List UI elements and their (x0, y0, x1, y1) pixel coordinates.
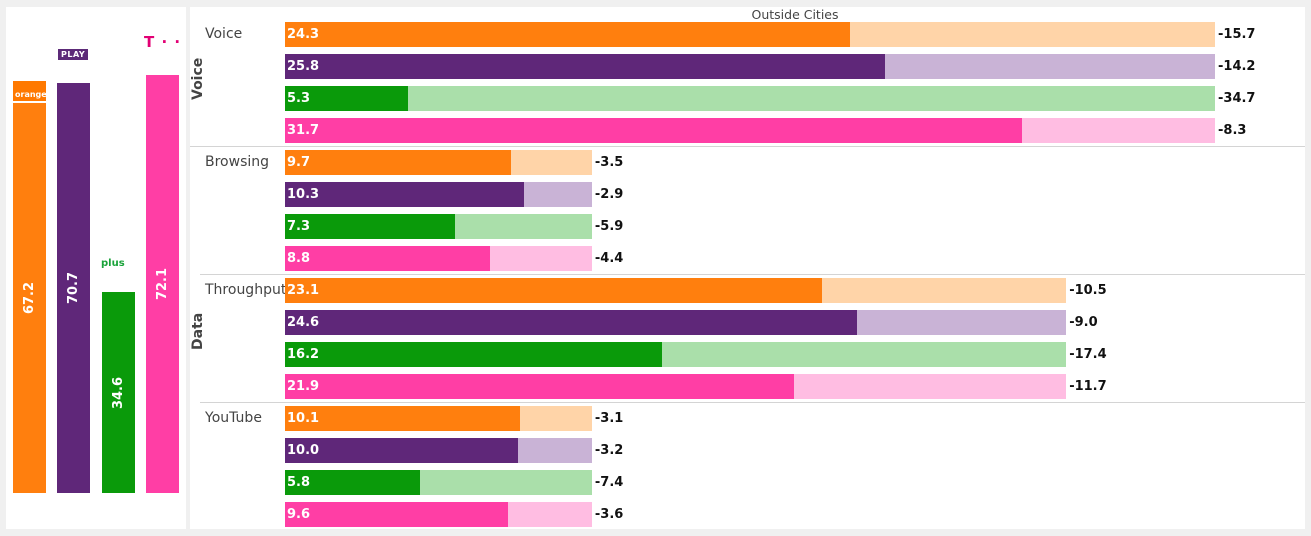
gap-label: -17.4 (1069, 347, 1107, 362)
value-bar: 23.1 (285, 278, 823, 303)
value-label: 23.1 (287, 283, 320, 298)
group-label-data: Data (190, 312, 206, 350)
value-label: 24.3 (287, 27, 320, 42)
gap-label: -4.4 (594, 251, 624, 266)
value-bar: 31.7 (285, 118, 1023, 143)
value-label: 10.0 (287, 443, 320, 458)
value-bar: 5.3 (285, 86, 409, 111)
gap-label: -8.3 (1218, 123, 1247, 138)
value-label: 5.3 (287, 91, 311, 106)
value-label: 21.9 (287, 379, 320, 394)
metric-label: Throughput (205, 282, 287, 298)
plus-logo: plus (101, 258, 125, 270)
gap-label: -34.7 (1218, 91, 1256, 106)
value-bar: 5.8 (285, 470, 420, 495)
gap-label: -15.7 (1218, 27, 1256, 42)
play-logo: PLAY (58, 49, 89, 61)
gap-label: -7.4 (594, 475, 624, 490)
operator-score-label: 72.1 (155, 267, 170, 301)
value-label: 9.7 (287, 155, 311, 170)
section-divider (200, 402, 1305, 403)
value-bar: 10.0 (285, 438, 518, 463)
value-label: 10.3 (287, 187, 320, 202)
gap-label: -11.7 (1069, 379, 1107, 394)
operator-bar: 34.6 (102, 292, 135, 493)
operator-score-label: 70.7 (66, 272, 81, 305)
chart-title: Outside Cities (751, 7, 839, 22)
value-bar: 7.3 (285, 214, 455, 239)
value-bar: 24.3 (285, 22, 850, 47)
gap-label: -3.6 (594, 507, 624, 522)
gap-label: -14.2 (1218, 59, 1256, 74)
value-bar: 10.3 (285, 182, 525, 207)
value-label: 31.7 (287, 123, 320, 138)
value-bar: 10.1 (285, 406, 520, 431)
gap-label: -3.5 (594, 155, 624, 170)
gap-label: -5.9 (594, 219, 624, 234)
category-chart-panel: Outside Cities Voice Data Voice 24.3 -15.7 25… (190, 7, 1305, 529)
orange-logo: orange (13, 81, 47, 102)
operator-score-label: 67.2 (22, 282, 37, 315)
operator-bar: 72.1 (146, 75, 179, 493)
value-bar: 21.9 (285, 374, 795, 399)
operator-bar: 70.7 (57, 83, 90, 493)
gap-label: -3.2 (594, 443, 624, 458)
gap-label: -3.1 (594, 411, 624, 426)
operator-score-label: 34.6 (111, 376, 126, 409)
value-bar: 9.6 (285, 502, 509, 527)
value-bar: 25.8 (285, 54, 885, 79)
value-label: 5.8 (287, 475, 311, 490)
metric-label: Browsing (205, 154, 270, 170)
section-divider (200, 274, 1305, 275)
value-label: 8.8 (287, 251, 311, 266)
value-label: 7.3 (287, 219, 311, 234)
metric-label: YouTube (205, 410, 262, 426)
value-bar: 24.6 (285, 310, 857, 335)
value-label: 10.1 (287, 411, 320, 426)
value-label: 9.6 (287, 507, 311, 522)
metric-label: Voice (205, 26, 243, 42)
gap-bar (285, 86, 1215, 111)
value-bar: 9.7 (285, 150, 511, 175)
gap-label: -2.9 (594, 187, 624, 202)
gap-label: -9.0 (1069, 315, 1098, 330)
value-label: 16.2 (287, 347, 320, 362)
value-label: 24.6 (287, 315, 320, 330)
value-label: 25.8 (287, 59, 320, 74)
overall-score-panel: 67.2 orange 70.7 PLAY 34.6 plus 72.1 T · · (6, 7, 186, 529)
gap-label: -10.5 (1069, 283, 1107, 298)
value-bar: 8.8 (285, 246, 490, 271)
operator-bar: 67.2 (13, 103, 46, 493)
t-mobile-logo: T · · (144, 33, 182, 51)
section-divider (190, 146, 1305, 147)
group-label-voice: Voice (190, 57, 206, 100)
value-bar: 16.2 (285, 342, 662, 367)
